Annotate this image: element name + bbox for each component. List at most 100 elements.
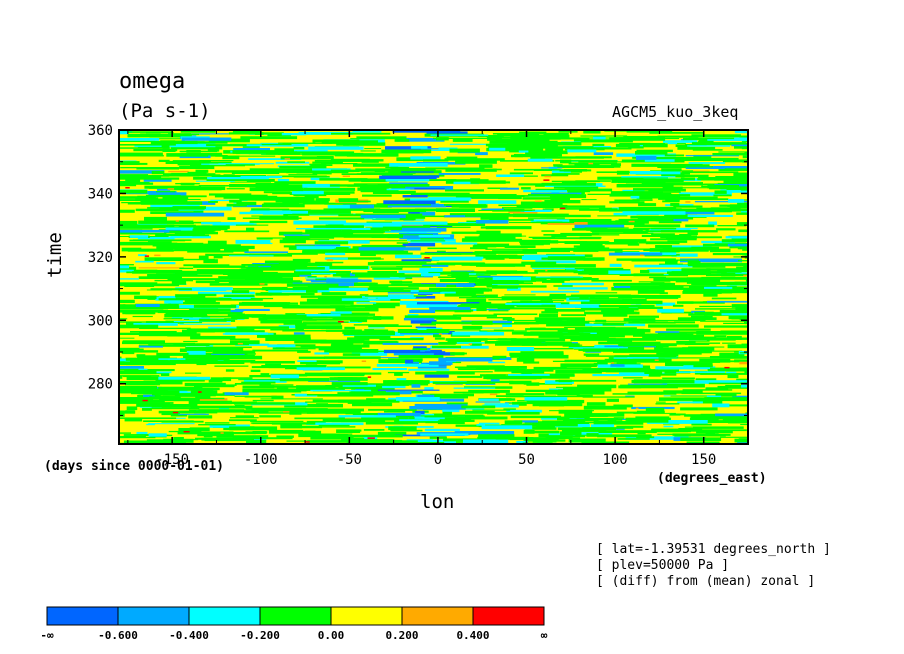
- field-patch: [316, 403, 328, 406]
- field-patch: [414, 403, 468, 407]
- field-patch: [173, 437, 184, 441]
- field-patch: [234, 395, 277, 397]
- y-units-label: (days since 0000-01-01): [44, 459, 225, 474]
- field-patch: [704, 286, 736, 289]
- field-patch: [342, 175, 350, 177]
- field-patch: [149, 396, 170, 399]
- field-patch: [279, 377, 330, 382]
- field-patch: [156, 262, 176, 265]
- field-patch: [168, 301, 220, 305]
- field-patch: [352, 272, 384, 275]
- field-patch: [158, 159, 170, 162]
- field-patch: [361, 357, 409, 359]
- field-patch: [695, 308, 748, 310]
- field-patch: [638, 203, 657, 207]
- field-patch: [298, 356, 325, 359]
- field-patch: [677, 301, 694, 304]
- field-patch: [195, 395, 211, 399]
- colorbar-tick-label: ∞: [541, 629, 548, 642]
- field-patch: [705, 387, 729, 391]
- field-patch: [190, 315, 208, 318]
- field-patch: [561, 233, 592, 237]
- field-patch: [179, 155, 211, 159]
- field-patch: [685, 157, 739, 161]
- field-patch: [518, 354, 569, 359]
- field-patch: [285, 235, 317, 239]
- x-tick-label: 0: [434, 452, 442, 468]
- field-patch: [178, 225, 230, 229]
- field-patch: [578, 161, 633, 163]
- field-patch: [531, 221, 575, 224]
- field-patch: [455, 194, 517, 198]
- field-patch: [260, 373, 270, 377]
- field-patch: [748, 350, 789, 352]
- field-patch: [276, 435, 294, 438]
- field-patch: [363, 341, 399, 345]
- field-patch: [258, 302, 298, 305]
- field-patch: [144, 257, 184, 261]
- field-patch: [577, 332, 591, 335]
- field-patch: [512, 401, 527, 406]
- field-patch: [327, 205, 350, 209]
- field-patch: [722, 159, 748, 163]
- field-patch: [695, 378, 717, 381]
- field-patch: [454, 308, 472, 313]
- field-patch: [568, 438, 606, 443]
- field-patch: [283, 411, 290, 413]
- field-patch: [359, 294, 369, 296]
- field-patch: [699, 305, 732, 308]
- field-patch: [305, 229, 342, 233]
- field-patch: [453, 181, 480, 185]
- field-patch: [165, 160, 196, 164]
- field-patch: [663, 425, 674, 428]
- field-patch: [334, 248, 360, 251]
- field-patch: [251, 407, 307, 412]
- field-patch: [568, 347, 628, 349]
- field-patch: [359, 392, 382, 395]
- field-patch: [336, 247, 349, 250]
- field-patch: [162, 173, 216, 176]
- field-patch: [169, 230, 214, 233]
- field-patch: [516, 375, 570, 379]
- field-patch: [480, 215, 509, 220]
- field-patch: [315, 278, 335, 281]
- field-patch: [261, 365, 282, 368]
- field-patch: [638, 281, 671, 283]
- field-patch: [625, 417, 671, 421]
- field-patch: [263, 304, 300, 308]
- field-patch: [451, 270, 475, 272]
- field-patch: [729, 245, 748, 249]
- field-patch: [389, 182, 428, 185]
- field-patch: [471, 320, 493, 325]
- field-patch: [442, 411, 452, 415]
- field-patch: [605, 369, 659, 373]
- field-patch: [747, 392, 748, 394]
- field-patch: [259, 216, 299, 220]
- field-patch: [532, 267, 575, 269]
- field-patch: [365, 304, 396, 309]
- field-patch: [306, 289, 318, 293]
- field-patch: [368, 258, 384, 260]
- field-patch: [142, 408, 152, 411]
- field-patch: [119, 399, 137, 403]
- field-patch: [562, 282, 604, 286]
- field-patch: [278, 262, 333, 267]
- field-patch: [734, 359, 748, 363]
- field-patch: [702, 262, 725, 266]
- field-patch: [391, 221, 448, 225]
- field-patch: [307, 440, 365, 443]
- field-patch: [713, 194, 732, 197]
- field-patch: [595, 319, 607, 323]
- field-patch: [125, 313, 155, 315]
- field-patch: [119, 224, 175, 229]
- field-patch: [456, 290, 484, 294]
- field-patch: [277, 344, 316, 347]
- field-patch: [315, 426, 356, 428]
- field-patch: [746, 368, 748, 370]
- field-patch: [651, 233, 675, 236]
- field-patch: [481, 208, 504, 210]
- field-patch: [160, 258, 215, 261]
- field-patch: [230, 340, 260, 345]
- field-patch: [584, 227, 629, 229]
- field-patch: [618, 296, 662, 299]
